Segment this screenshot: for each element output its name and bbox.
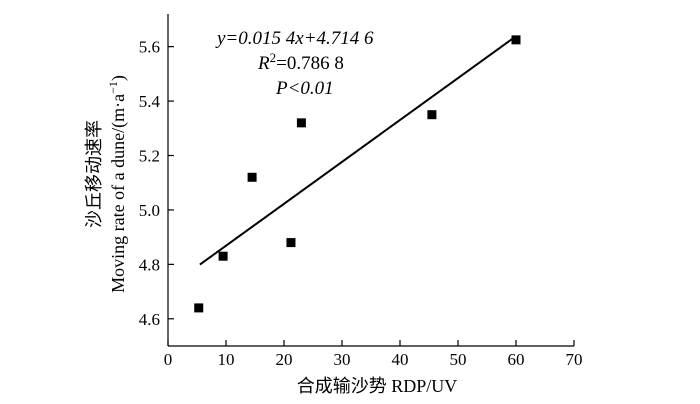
x-tick-label: 30 [334, 350, 351, 369]
y-tick-label: 5.2 [139, 147, 160, 166]
r-squared-superscript: 2 [270, 50, 277, 65]
data-point [286, 238, 296, 248]
x-tick-label: 40 [392, 350, 409, 369]
x-tick-label: 60 [508, 350, 525, 369]
y-tick-label: 5.6 [139, 38, 160, 57]
x-tick-label: 10 [218, 350, 235, 369]
x-axis-label: 合成输沙势 RDP/UV [297, 376, 458, 396]
regression-line [199, 35, 517, 266]
y-axis-label-english-sup: −1 [106, 81, 120, 94]
x-tick-label: 0 [164, 350, 173, 369]
y-axis-label-chinese: 沙丘移动速率 [84, 120, 104, 228]
x-tick-label: 20 [276, 350, 293, 369]
x-tick-label: 50 [450, 350, 467, 369]
regression-equation: y=0.015 4x+4.714 6 [215, 28, 374, 49]
r-squared-value: =0.786 8 [276, 53, 344, 74]
y-tick-label: 4.6 [139, 310, 160, 329]
r-squared-symbol: R [257, 53, 270, 74]
r-squared-annotation: R2=0.786 8 [257, 50, 344, 75]
x-tick-label: 70 [566, 350, 583, 369]
data-point [218, 251, 228, 261]
data-point [511, 35, 521, 45]
y-tick-label: 4.8 [139, 255, 160, 274]
y-axis-label-english-close: ) [108, 75, 129, 81]
y-tick-label: 5.0 [139, 201, 160, 220]
data-point [194, 303, 204, 313]
y-axis-label-english-main: Moving rate of a dune/(m·a [108, 94, 129, 293]
p-value-annotation: P<0.01 [275, 78, 334, 99]
data-point [247, 172, 257, 182]
data-point [427, 110, 437, 120]
data-point [296, 118, 306, 128]
y-tick-label: 5.4 [139, 92, 161, 111]
y-axis-label-english: Moving rate of a dune/(m·a−1) [106, 75, 129, 293]
